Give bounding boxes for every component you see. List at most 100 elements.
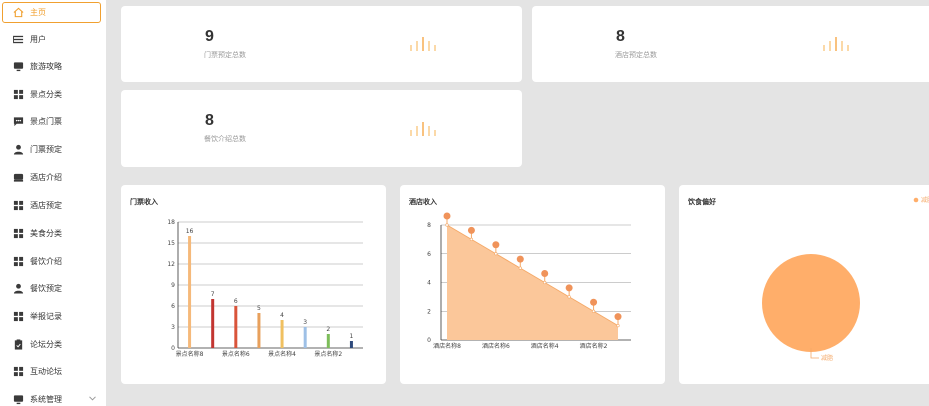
data-label: 4 xyxy=(280,312,284,319)
y-tick-label: 4 xyxy=(427,280,431,287)
y-tick-label: 9 xyxy=(171,282,175,289)
x-tick-label: 酒店名称6 xyxy=(482,342,510,350)
x-tick-label: 景点名称8 xyxy=(176,350,204,358)
y-tick-label: 0 xyxy=(171,345,175,352)
bed-icon xyxy=(12,171,24,183)
y-tick-label: 2 xyxy=(427,308,431,315)
pie-slice xyxy=(762,254,860,352)
sidebar-item-label: 餐饮预定 xyxy=(30,283,62,293)
grid-icon xyxy=(12,255,24,267)
point-dot xyxy=(469,237,474,241)
sidebar-item-food-category[interactable]: 美食分类 xyxy=(0,220,106,246)
y-tick-label: 18 xyxy=(167,219,175,226)
sidebar-item-hotel-intro[interactable]: 酒店介绍 xyxy=(0,164,106,190)
sidebar-item-report-records[interactable]: 举报记录 xyxy=(0,303,106,329)
ticket-revenue-chart: 0 3 6 9 12 15 18 16 7 6 5 4 3 2 1 景点名称8 景点名称6 景点名称4 景点名称2 xyxy=(167,219,363,358)
x-tick-label: 景点名称4 xyxy=(268,350,296,358)
sidebar-item-hotel-booking[interactable]: 酒店预定 xyxy=(0,192,106,218)
sidebar-item-forum[interactable]: 互动论坛 xyxy=(0,358,106,384)
stat-value: 9 xyxy=(205,28,214,45)
y-tick-label: 0 xyxy=(427,337,431,344)
sidebar-item-dining-booking[interactable]: 餐饮预定 xyxy=(0,275,106,301)
stat-card-ticket: 9 门票预定总数 xyxy=(121,6,522,82)
chart-card-dining-preference: 饮食偏好 减脂减脂 xyxy=(679,185,929,384)
sidebar-item-system-admin[interactable]: 系统管理 xyxy=(0,386,106,406)
sidebar-item-dining-intro[interactable]: 餐饮介绍 xyxy=(0,248,106,274)
sidebar-item-label: 系统管理 xyxy=(30,394,62,404)
data-label: 2 xyxy=(326,326,330,333)
grid-icon xyxy=(12,365,24,377)
clipboard-icon xyxy=(12,338,24,350)
point-dot xyxy=(543,280,547,285)
sidebar-item-label: 互动论坛 xyxy=(30,366,62,376)
data-label: 5 xyxy=(257,305,261,312)
data-point xyxy=(443,212,451,220)
dining-preference-chart: 减脂减脂 xyxy=(762,196,929,362)
legend-label: 减脂 xyxy=(921,196,929,204)
sidebar-item-label: 景点门票 xyxy=(30,116,62,126)
series-line xyxy=(446,224,619,327)
data-point xyxy=(565,284,573,292)
chevron-down-icon xyxy=(89,394,96,403)
sidebar-item-travel-guide[interactable]: 旅游攻略 xyxy=(0,53,106,79)
point-dot xyxy=(445,223,449,227)
label-leader-line xyxy=(810,348,819,359)
x-tick-label: 景点名称2 xyxy=(314,350,342,358)
data-point xyxy=(492,241,500,249)
stat-value: 8 xyxy=(616,28,625,45)
sidebar-item-label: 餐饮介绍 xyxy=(30,256,62,266)
list-icon xyxy=(12,33,24,45)
sidebar-item-label: 美食分类 xyxy=(30,228,62,238)
stat-label: 酒店预定总数 xyxy=(615,51,657,59)
home-icon xyxy=(12,7,24,19)
chart-title: 饮食偏好 xyxy=(688,198,716,206)
sidebar-item-scenic-category[interactable]: 景点分类 xyxy=(0,81,106,107)
bar xyxy=(349,341,353,348)
chart-card-hotel-revenue: 酒店收入 0 2 4 6 8 酒店名称8 酒店名称6 酒店名称4 酒店名称2 xyxy=(400,185,665,384)
chat-icon xyxy=(12,115,24,127)
data-label: 1 xyxy=(350,333,354,340)
stat-label: 餐饮介绍总数 xyxy=(204,135,246,143)
bar-chart-icon xyxy=(410,37,436,51)
y-tick-label: 3 xyxy=(171,324,175,331)
data-point xyxy=(541,270,549,277)
bar xyxy=(234,306,238,348)
x-tick-label: 酒店名称4 xyxy=(531,342,559,350)
chart-card-ticket-revenue: 门票收入 0 3 6 9 12 15 18 16 7 6 5 4 3 2 1 景点名称8 景点名称6 景点名称4 景… xyxy=(121,185,386,384)
sidebar-item-users[interactable]: 用户 xyxy=(0,26,106,52)
grid-icon xyxy=(12,88,24,100)
sidebar-item-label: 论坛分类 xyxy=(30,339,62,349)
bar xyxy=(280,320,284,348)
stat-card-dining: 8 餐饮介绍总数 xyxy=(121,90,522,167)
monitor-icon xyxy=(12,60,24,72)
sidebar-item-label: 酒店介绍 xyxy=(30,172,62,182)
point-dot xyxy=(518,266,522,270)
x-tick-label: 景点名称6 xyxy=(222,350,250,358)
stat-card-hotel: 8 酒店预定总数 xyxy=(532,6,929,82)
point-dot xyxy=(591,309,596,313)
sidebar-item-ticket-booking[interactable]: 门票预定 xyxy=(0,136,106,162)
sidebar-item-forum-category[interactable]: 论坛分类 xyxy=(0,331,106,357)
bar xyxy=(303,327,307,348)
y-tick-label: 15 xyxy=(167,240,175,247)
y-tick-label: 6 xyxy=(171,303,175,310)
monitor-icon xyxy=(12,393,24,405)
y-tick-label: 12 xyxy=(167,261,175,268)
chart-title: 酒店收入 xyxy=(409,198,437,206)
data-point xyxy=(614,313,622,321)
grid-icon xyxy=(12,227,24,239)
sidebar-item-home[interactable]: 主页 xyxy=(2,2,101,23)
data-point xyxy=(516,255,524,263)
bar xyxy=(188,236,192,348)
point-dot xyxy=(567,295,571,299)
point-dot xyxy=(494,252,498,256)
sidebar-item-scenic-tickets[interactable]: 景点门票 xyxy=(0,108,106,134)
data-label: 16 xyxy=(186,228,194,235)
sidebar-item-label: 举报记录 xyxy=(30,311,62,321)
sidebar-item-label: 用户 xyxy=(30,34,46,44)
data-point xyxy=(590,298,598,306)
bar-chart-icon xyxy=(410,122,436,136)
bar xyxy=(211,299,215,348)
y-tick-label: 8 xyxy=(427,222,431,229)
y-tick-label: 6 xyxy=(427,251,431,258)
